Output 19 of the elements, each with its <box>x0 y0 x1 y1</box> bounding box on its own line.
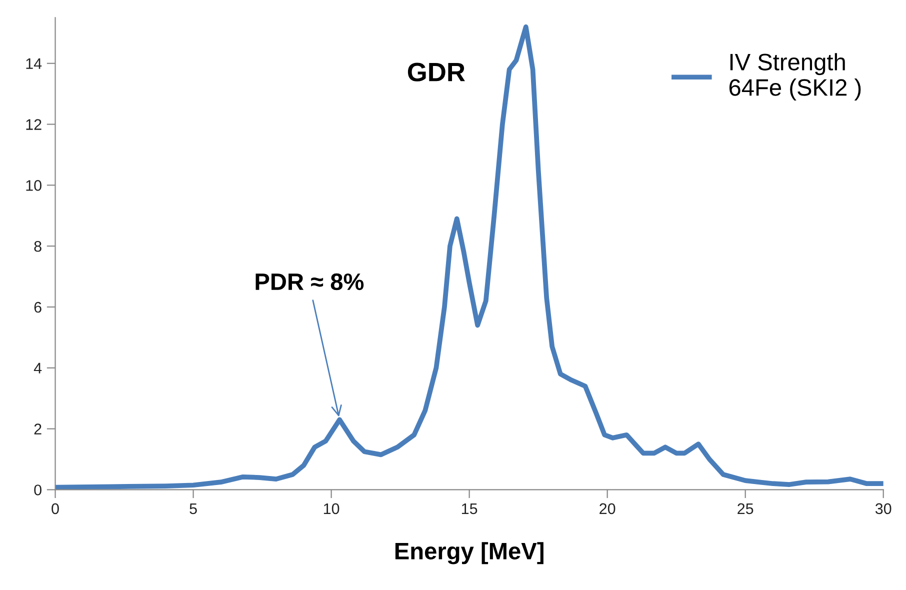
x-tick-label: 30 <box>875 503 892 514</box>
y-tick-label: 4 <box>34 362 42 374</box>
y-tick-label: 14 <box>26 58 42 69</box>
y-tick-label: 8 <box>34 240 42 252</box>
x-tick-label: 10 <box>324 503 340 514</box>
x-tick-label: 15 <box>462 503 478 514</box>
x-tick-label: 20 <box>600 503 616 514</box>
annotation: GDR <box>408 62 465 82</box>
y-tick-label: 0 <box>34 484 42 496</box>
x-tick-label: 5 <box>190 503 197 514</box>
y-tick-label: 10 <box>26 180 42 191</box>
x-tick-label: 25 <box>738 503 754 514</box>
annotation: PDR ≈ 8% <box>256 273 364 290</box>
y-tick-label: 12 <box>26 119 42 130</box>
x-tick-label: 0 <box>52 503 59 514</box>
legend-label: IV Strength 64Fe (SKI2 ) <box>729 53 861 101</box>
y-tick-label: 6 <box>34 302 42 313</box>
x-axis-title: Energy [MeV] <box>395 542 544 564</box>
y-tick-label: 2 <box>34 424 42 434</box>
